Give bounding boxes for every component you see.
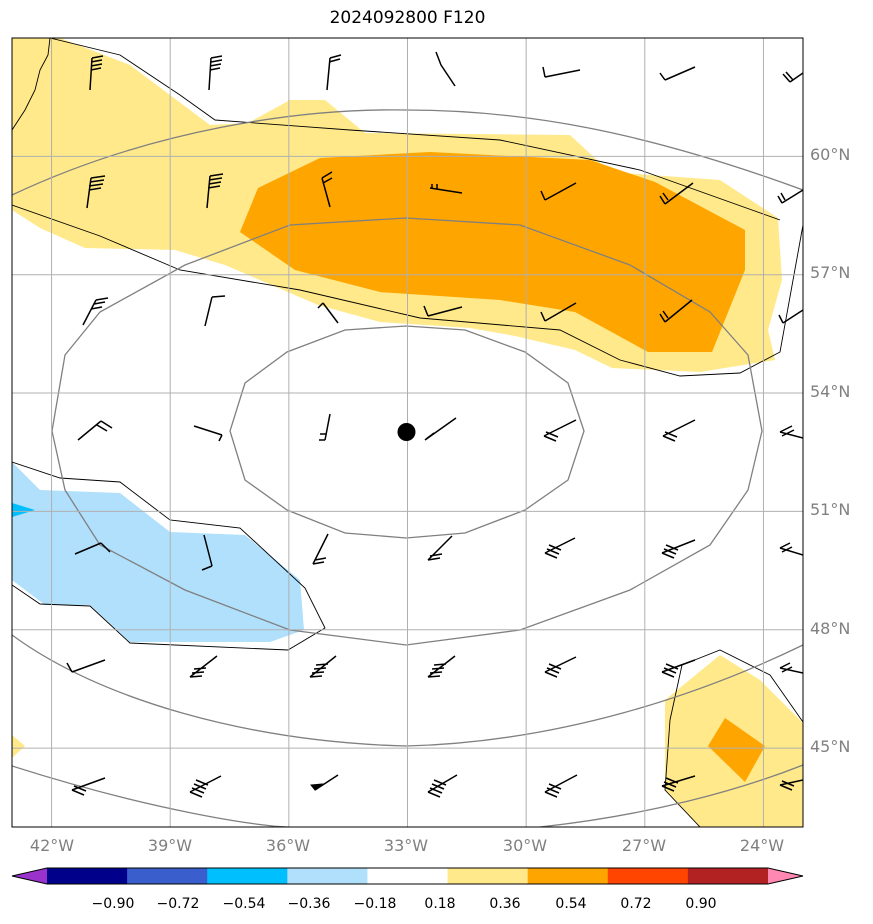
colorbar-segment bbox=[287, 868, 368, 884]
colorbar-segment bbox=[367, 868, 449, 884]
colorbar-segment bbox=[207, 868, 288, 884]
colorbar-segment bbox=[47, 868, 128, 884]
lat-label-54n: 54°N bbox=[810, 382, 850, 401]
colorbar-extend-low bbox=[12, 868, 47, 884]
colorbar bbox=[11, 867, 804, 885]
colorbar-outline bbox=[11, 867, 804, 885]
colorbar-label: −0.36 bbox=[288, 896, 331, 912]
lon-label-39w: 39°W bbox=[148, 836, 192, 855]
lon-labels: 42°W 39°W 36°W 33°W 30°W 27°W 24°W bbox=[30, 836, 784, 855]
lon-label-27w: 27°W bbox=[622, 836, 666, 855]
colorbar-segment bbox=[447, 868, 529, 884]
center-marker bbox=[397, 423, 416, 441]
colorbar-label: 0.18 bbox=[424, 896, 455, 912]
lat-label-48n: 48°N bbox=[810, 619, 850, 638]
lat-label-57n: 57°N bbox=[810, 263, 850, 282]
lon-label-24w: 24°W bbox=[740, 836, 784, 855]
colorbar-segment bbox=[127, 868, 208, 884]
shading-negative-mid bbox=[12, 503, 35, 517]
colorbar-label: −0.54 bbox=[223, 896, 266, 912]
chart-title: 2024092800 F120 bbox=[329, 8, 486, 28]
shading-positive-mid bbox=[240, 152, 765, 782]
colorbar-extend-high bbox=[768, 868, 803, 884]
lon-label-30w: 30°W bbox=[503, 836, 547, 855]
lon-label-42w: 42°W bbox=[30, 836, 74, 855]
boundary-lines bbox=[12, 38, 803, 827]
colorbar-label: −0.18 bbox=[354, 896, 397, 912]
wind-barbs bbox=[66, 51, 803, 798]
map-frame bbox=[11, 37, 804, 828]
shading-negative-low bbox=[12, 462, 304, 642]
lat-label-45n: 45°N bbox=[810, 737, 850, 756]
colorbar-label: 0.72 bbox=[620, 896, 651, 912]
colorbar-label: 0.90 bbox=[685, 896, 716, 912]
colorbar-segment bbox=[607, 868, 689, 884]
lon-label-36w: 36°W bbox=[266, 836, 310, 855]
colorbar-label: 0.36 bbox=[489, 896, 520, 912]
colorbar-label: −0.90 bbox=[92, 896, 135, 912]
lat-label-51n: 51°N bbox=[810, 500, 850, 519]
colorbar-segment bbox=[687, 868, 769, 884]
colorbar-labels: −0.90 −0.72 −0.54 −0.36 −0.18 0.18 0.36 … bbox=[92, 896, 717, 912]
lon-label-33w: 33°W bbox=[384, 836, 428, 855]
lat-label-60n: 60°N bbox=[810, 145, 850, 164]
contour-lines bbox=[12, 109, 803, 827]
lat-labels: 60°N 57°N 54°N 51°N 48°N 45°N bbox=[810, 145, 850, 756]
colorbar-label: −0.72 bbox=[157, 896, 200, 912]
colorbar-label: 0.54 bbox=[555, 896, 586, 912]
grid-lines bbox=[12, 38, 803, 827]
barb-pennant bbox=[310, 783, 324, 791]
colorbar-segment bbox=[527, 868, 609, 884]
